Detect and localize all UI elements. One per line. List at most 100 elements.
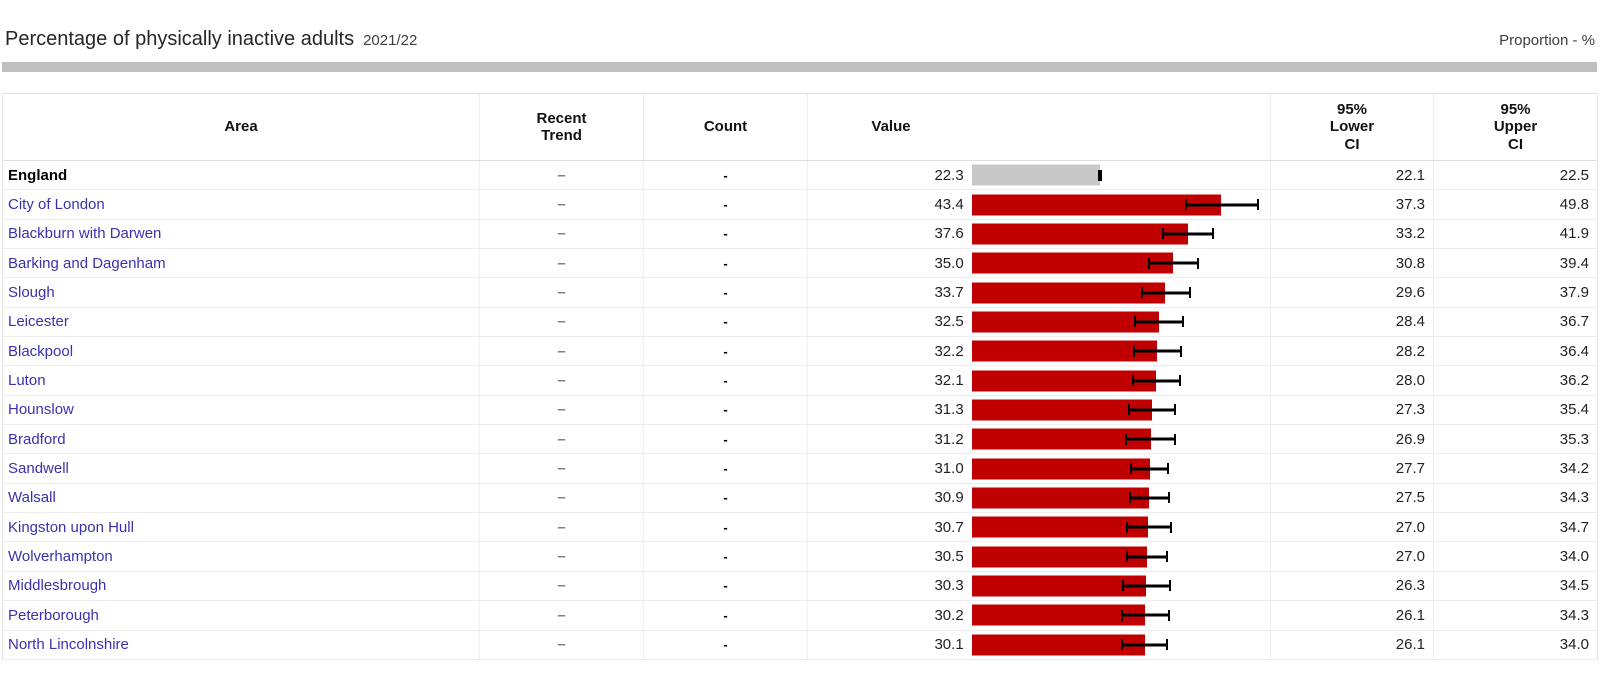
value-text: 31.2 — [934, 430, 964, 448]
value-cell: 35.0 — [808, 249, 1271, 278]
lower-ci-cell: 30.8 — [1271, 249, 1434, 278]
error-bar-right-cap — [1179, 345, 1182, 357]
lower-ci-cell: 27.0 — [1271, 513, 1434, 542]
value-cell: 31.2 — [808, 425, 1271, 454]
value-bar-zone — [971, 513, 1270, 541]
column-header-value[interactable]: Value — [808, 94, 1271, 160]
area-link[interactable]: Sandwell — [8, 460, 69, 478]
column-header-lower-ci[interactable]: 95% Lower CI — [1271, 94, 1434, 160]
upper-ci-cell: 34.3 — [1559, 489, 1589, 507]
area-link[interactable]: Blackburn with Darwen — [8, 225, 162, 243]
upper-ci-cell: 34.3 — [1559, 606, 1589, 624]
area-link[interactable]: Bradford — [8, 430, 66, 448]
value-text: 33.7 — [934, 284, 964, 302]
error-bar-right-cap — [1167, 492, 1170, 504]
value-bar-zone — [971, 484, 1270, 512]
error-bar-right-cap — [1178, 375, 1181, 387]
upper-ci-cell: 36.7 — [1559, 313, 1589, 331]
trend-dash-icon: – — [557, 313, 566, 331]
area-link[interactable]: Middlesbrough — [8, 577, 107, 595]
upper-ci-cell: 37.9 — [1559, 284, 1589, 302]
error-bar-left-cap — [1161, 228, 1164, 240]
upper-ci-cell: 35.3 — [1559, 430, 1589, 448]
trend-dash-icon: – — [557, 225, 566, 243]
trend-dash-icon: – — [557, 284, 566, 302]
area-link: England — [8, 166, 68, 184]
value-cell: 43.4 — [808, 190, 1271, 219]
table-row: Blackpool – - 32.2 28.2 36.4 — [3, 337, 1597, 367]
upper-ci-cell: 35.4 — [1559, 401, 1589, 419]
value-cell: 30.5 — [808, 542, 1271, 571]
value-cell: 30.1 — [808, 630, 1271, 659]
area-link[interactable]: Peterborough — [8, 606, 99, 624]
recent-trend-cell: – — [480, 571, 644, 601]
value-text: 32.5 — [934, 313, 964, 331]
table-row: Hounslow – - 31.3 27.3 35.4 — [3, 395, 1597, 426]
value-text: 30.9 — [934, 489, 964, 507]
value-cell: 32.1 — [808, 366, 1271, 395]
count-dash: - — [723, 519, 728, 535]
lower-ci-cell: 27.3 — [1271, 395, 1434, 425]
lower-ci-cell: 33.2 — [1271, 219, 1434, 249]
horizontal-scrollbar-track[interactable] — [2, 62, 1597, 72]
area-link[interactable]: Walsall — [8, 489, 56, 507]
lower-ci-cell: 26.3 — [1271, 571, 1434, 601]
value-bar-zone — [971, 220, 1270, 248]
value-bar-zone — [971, 572, 1270, 600]
count-dash: - — [723, 461, 728, 477]
area-cell: Bradford — [3, 425, 480, 454]
table-row: England – - 22.3 22.1 22.5 — [3, 161, 1597, 191]
confidence-interval-error-bar — [1128, 492, 1170, 504]
indicator-title-bar: Percentage of physically inactive adults… — [5, 28, 1595, 51]
area-link[interactable]: Leicester — [8, 313, 69, 331]
error-bar-right-cap — [1167, 463, 1170, 475]
column-header-trend[interactable]: Recent Trend — [480, 94, 644, 160]
value-bar — [971, 282, 1166, 304]
column-header-upper-ci[interactable]: 95% Upper CI — [1493, 101, 1538, 153]
area-link[interactable]: Barking and Dagenham — [8, 254, 166, 272]
area-link[interactable]: North Lincolnshire — [8, 636, 129, 654]
upper-ci-cell: 22.5 — [1559, 166, 1589, 184]
value-text: 37.6 — [934, 225, 964, 243]
value-cell: 30.2 — [808, 601, 1271, 630]
lower-ci-cell: 26.1 — [1271, 630, 1434, 659]
value-text: 30.5 — [934, 548, 964, 566]
table-row: Luton – - 32.1 28.0 36.2 — [3, 366, 1597, 396]
area-link[interactable]: Luton — [8, 372, 46, 390]
value-bar — [971, 311, 1159, 333]
value-bar — [971, 458, 1150, 480]
error-bar-right-cap — [1168, 580, 1171, 592]
value-cell: 30.7 — [808, 513, 1271, 542]
column-header-area[interactable]: Area — [3, 94, 480, 160]
area-cell: Leicester — [3, 307, 480, 337]
area-link[interactable]: Wolverhampton — [8, 548, 113, 566]
lower-ci-cell: 27.0 — [1271, 542, 1434, 571]
area-link[interactable]: Kingston upon Hull — [8, 518, 134, 536]
count-cell: - — [644, 161, 808, 190]
area-link[interactable]: Slough — [8, 284, 55, 302]
area-link[interactable]: City of London — [8, 196, 105, 214]
error-bar-left-cap — [1125, 433, 1128, 445]
error-bar-right-cap — [1170, 521, 1173, 533]
lower-ci-cell: 37.3 — [1271, 190, 1434, 219]
area-cell: Hounslow — [3, 395, 480, 425]
recent-trend-cell: – — [480, 278, 644, 307]
error-bar-left-cap — [1120, 639, 1123, 651]
error-bar-left-cap — [1185, 199, 1188, 211]
value-bar-zone — [971, 425, 1270, 453]
upper-ci-cell: 34.0 — [1559, 548, 1589, 566]
confidence-interval-error-bar — [1097, 169, 1103, 181]
area-link[interactable]: Blackpool — [8, 342, 74, 360]
table-row: Sandwell – - 31.0 27.7 34.2 — [3, 454, 1597, 484]
value-text: 35.0 — [934, 254, 964, 272]
area-cell: Walsall — [3, 483, 480, 513]
count-dash: - — [723, 402, 728, 418]
area-link[interactable]: Hounslow — [8, 401, 74, 419]
error-bar-right-cap — [1174, 404, 1177, 416]
error-bar-right-cap — [1188, 287, 1191, 299]
count-cell: - — [644, 249, 808, 278]
confidence-interval-error-bar — [1129, 463, 1170, 475]
count-dash: - — [723, 285, 728, 301]
trend-dash-icon: – — [557, 489, 566, 507]
column-header-count[interactable]: Count — [644, 94, 808, 160]
